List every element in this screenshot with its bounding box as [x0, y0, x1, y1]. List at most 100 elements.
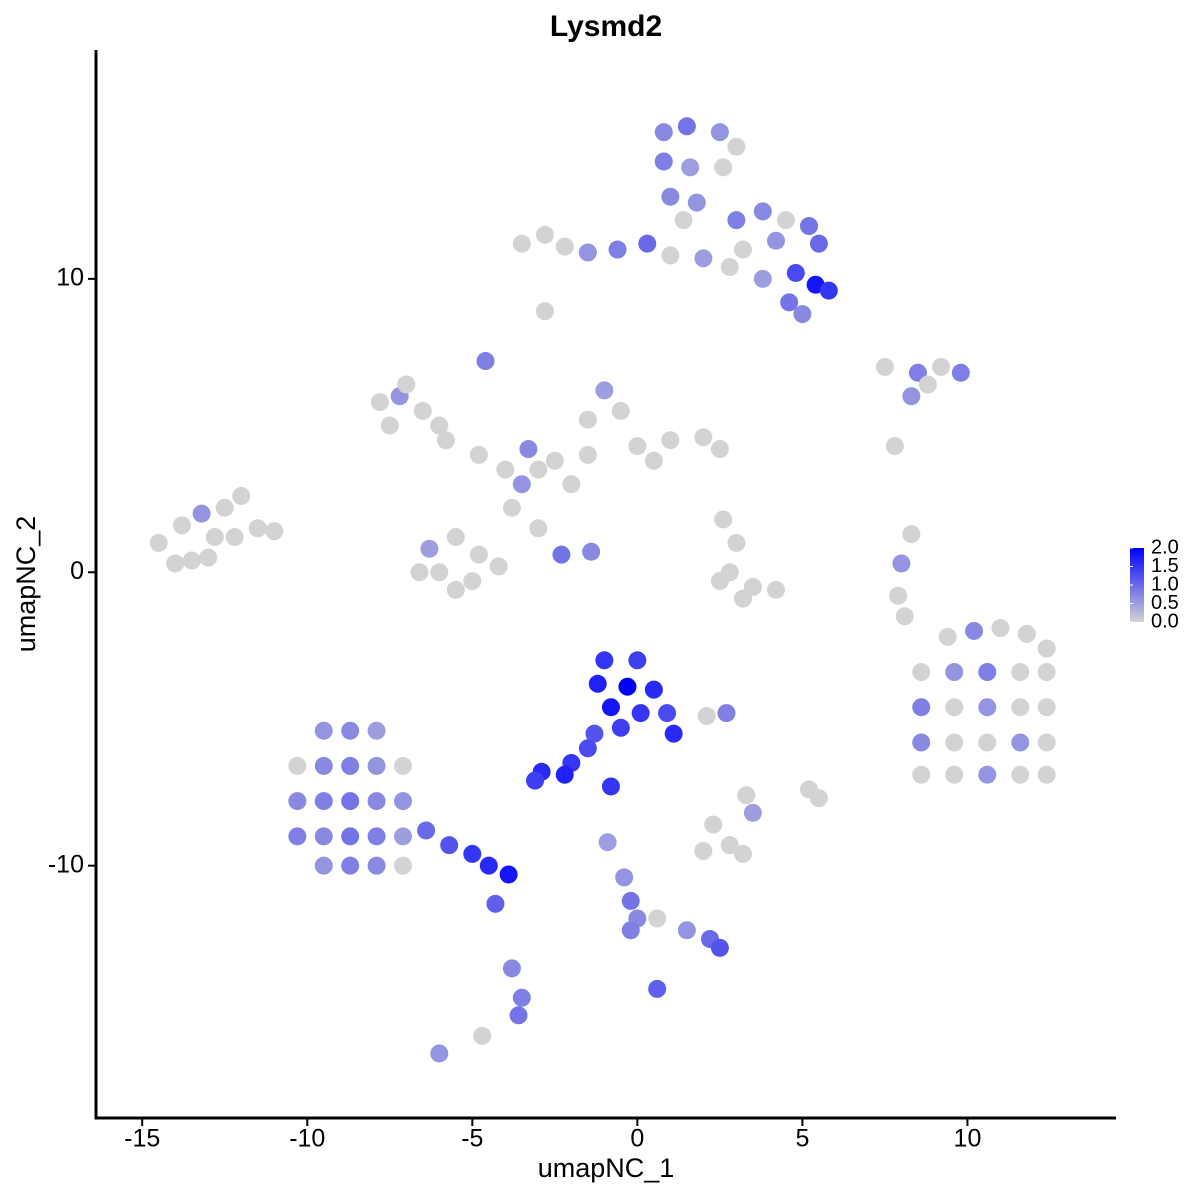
cell-point [595, 651, 614, 670]
cell-point [664, 724, 683, 743]
cell-point [225, 528, 244, 547]
cell-point [710, 440, 729, 459]
cell-point [410, 563, 429, 582]
cell-point [393, 856, 412, 875]
cell-point [945, 663, 964, 682]
cell-point [638, 234, 657, 253]
cell-point [436, 431, 455, 450]
cell-point [469, 445, 488, 464]
cell-point [440, 836, 459, 855]
cell-point [526, 771, 545, 790]
cell-point [753, 269, 772, 288]
colorbar-tick-label: 1.5 [1151, 555, 1179, 577]
cell-point [1037, 698, 1056, 717]
cell-point [446, 528, 465, 547]
cell-point [166, 554, 185, 573]
cell-point [535, 225, 554, 244]
cell-point [479, 856, 498, 875]
cell-point [341, 792, 360, 811]
cell-point [1037, 639, 1056, 658]
cell-point [529, 460, 548, 479]
cell-point [978, 663, 997, 682]
cell-point [314, 756, 333, 775]
cell-point [413, 401, 432, 420]
cell-point [367, 856, 386, 875]
cell-point [552, 545, 571, 564]
y-tick-label: 10 [56, 263, 84, 291]
cell-point [370, 393, 389, 412]
cell-point [793, 305, 812, 324]
cell-point [578, 739, 597, 758]
cell-point [582, 542, 601, 561]
cell-point [420, 539, 439, 558]
cell-point [918, 375, 937, 394]
cell-point [288, 756, 307, 775]
y-tick-label: 0 [70, 557, 84, 585]
cell-point [720, 258, 739, 277]
y-tick-label: -10 [48, 850, 84, 878]
cell-point [519, 440, 538, 459]
cell-point [951, 363, 970, 382]
cell-point [430, 563, 449, 582]
cell-point [912, 698, 931, 717]
cell-point [463, 572, 482, 591]
cell-point [714, 510, 733, 529]
cell-point [578, 410, 597, 429]
cell-point [367, 792, 386, 811]
cell-point [902, 387, 921, 406]
cell-point [446, 580, 465, 599]
cell-point [932, 357, 951, 376]
cell-point [172, 516, 191, 535]
cell-point [314, 792, 333, 811]
cell-point [727, 137, 746, 156]
cell-point [912, 663, 931, 682]
cell-point [687, 193, 706, 212]
cell-point [717, 704, 736, 723]
cell-point [658, 704, 677, 723]
cell-point [608, 240, 627, 259]
cell-point [588, 674, 607, 693]
cell-point [733, 240, 752, 259]
cell-point [780, 293, 799, 312]
cell-point [767, 580, 785, 599]
x-tick-label: 0 [630, 1125, 644, 1153]
cell-point [628, 437, 647, 456]
cell-point [704, 815, 723, 834]
cell-point [892, 554, 911, 573]
cell-point [615, 868, 634, 887]
cell-point [710, 572, 729, 591]
cell-point [502, 959, 521, 978]
cell-point [182, 551, 201, 570]
cell-point [912, 765, 931, 784]
colorbar-tick-label: 1.0 [1151, 573, 1179, 595]
cell-point [938, 627, 957, 646]
cell-point [753, 202, 772, 221]
cell-point [661, 431, 680, 450]
cell-point [727, 211, 746, 230]
cell-point [611, 718, 630, 737]
cell-point [908, 363, 927, 382]
cell-point [978, 698, 997, 717]
cell-point [1017, 624, 1036, 643]
cell-point [512, 234, 531, 253]
cell-point [978, 765, 997, 784]
cell-point [885, 437, 904, 456]
cell-point [978, 733, 997, 752]
cell-point [578, 445, 597, 464]
cell-point [631, 704, 650, 723]
cell-point [463, 844, 482, 863]
colorbar-tick-label: 0.0 [1151, 610, 1179, 632]
cell-point [502, 498, 521, 517]
chart-title: Lysmd2 [550, 10, 662, 43]
cell-point [697, 707, 716, 726]
x-tick-label: -10 [289, 1125, 325, 1153]
cell-point [1011, 733, 1030, 752]
cell-point [314, 827, 333, 846]
cell-point [710, 938, 729, 957]
cell-point [545, 451, 564, 470]
cell-point [341, 856, 360, 875]
colorbar-tick-label: 0.5 [1151, 592, 1179, 614]
cell-point [727, 533, 746, 552]
